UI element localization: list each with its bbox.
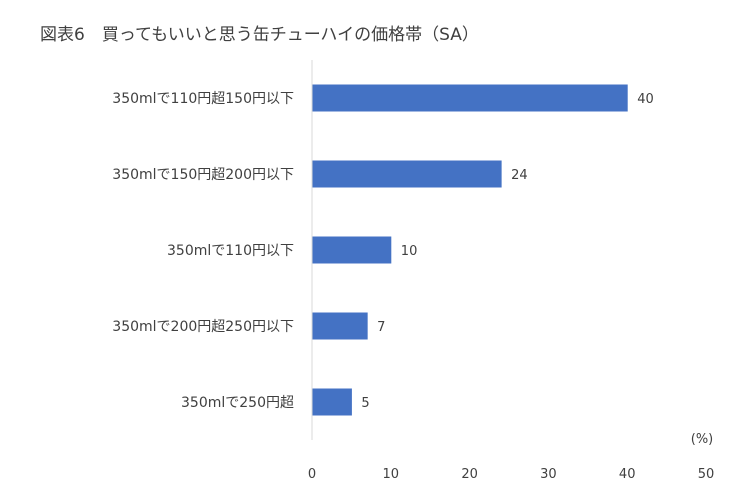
category-label: 350mlで150円超200円以下 xyxy=(112,167,294,183)
bar xyxy=(312,236,392,264)
x-tick-label: 20 xyxy=(461,467,478,482)
chart-title: 図表6 買ってもいいと思う缶チューハイの価格帯（SA） xyxy=(40,25,479,45)
data-labels: 40 24 10 7 5 xyxy=(361,92,653,411)
category-labels: 350mlで110円超150円以下 350mlで150円超200円以下 350mlで… xyxy=(112,91,294,411)
data-label: 24 xyxy=(511,168,528,183)
data-label: 40 xyxy=(637,92,654,107)
bar xyxy=(312,160,502,188)
x-tick-label: 40 xyxy=(619,467,636,482)
category-label: 350mlで110円超150円以下 xyxy=(112,91,294,107)
bar xyxy=(312,312,368,340)
x-tick-label: 0 xyxy=(308,467,316,482)
bar xyxy=(312,388,352,416)
data-label: 7 xyxy=(377,320,385,335)
x-tick-label: 10 xyxy=(383,467,400,482)
bar xyxy=(312,84,628,112)
bars-group xyxy=(312,84,628,416)
x-tick-labels: 0 10 20 30 40 50 xyxy=(308,467,714,482)
data-label: 5 xyxy=(361,396,369,411)
x-tick-label: 30 xyxy=(540,467,557,482)
category-label: 350mlで200円超250円以下 xyxy=(112,319,294,335)
category-label: 350mlで110円以下 xyxy=(167,243,294,259)
data-label: 10 xyxy=(401,244,418,259)
category-label: 350mlで250円超 xyxy=(181,395,294,411)
unit-label: (%) xyxy=(691,432,714,447)
x-tick-label: 50 xyxy=(698,467,715,482)
